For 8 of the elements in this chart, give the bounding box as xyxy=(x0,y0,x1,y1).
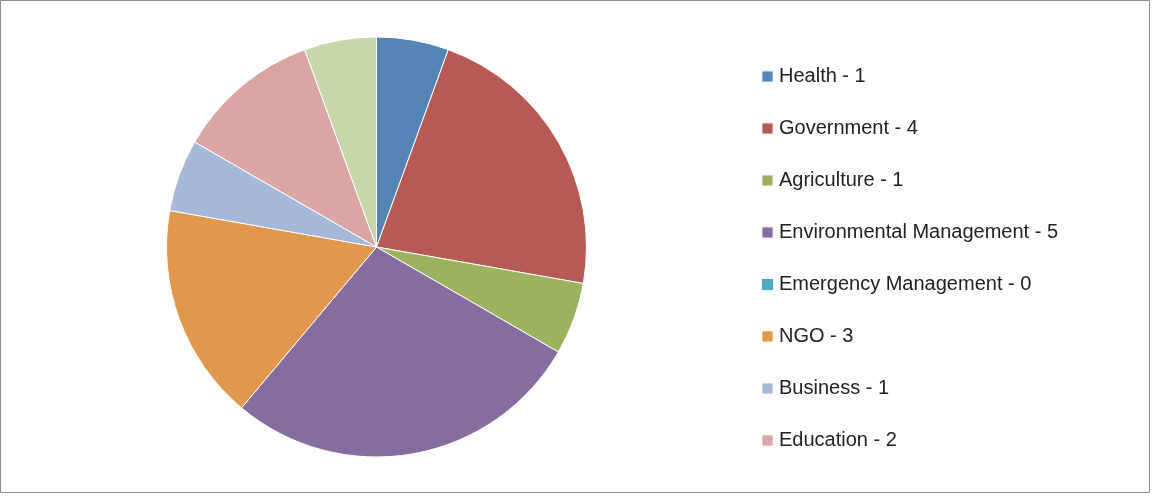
legend-label: Education - 2 xyxy=(779,428,897,451)
legend-label: Agriculture - 1 xyxy=(779,168,904,191)
legend-label: Health - 1 xyxy=(779,64,866,87)
legend-label: Emergency Management - 0 xyxy=(779,272,1032,295)
legend-label: Business - 1 xyxy=(779,376,890,399)
legend-label: Government - 4 xyxy=(779,116,918,139)
legend-label: NGO - 3 xyxy=(779,324,854,347)
legend-label: Environmental Management - 5 xyxy=(779,220,1059,243)
